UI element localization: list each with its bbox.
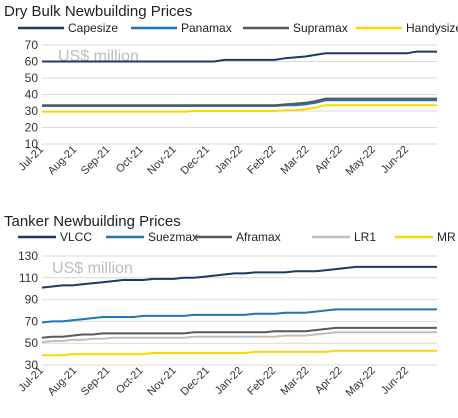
x-tick-label: Apr-22 xyxy=(313,365,345,397)
series-line xyxy=(42,104,437,113)
legend-label: Capesize xyxy=(68,21,118,35)
series-line xyxy=(42,50,437,63)
x-tick-label: Sep-21 xyxy=(79,365,113,399)
x-tick-label: Aug-21 xyxy=(46,365,80,399)
x-tick-label: Dec-21 xyxy=(178,144,212,178)
x-tick-label: Jun-22 xyxy=(379,365,411,397)
unit-label: US$ million xyxy=(52,260,133,277)
x-tick-label: Jun-22 xyxy=(379,144,411,176)
y-tick-label: 110 xyxy=(19,271,38,285)
y-tick-label: 90 xyxy=(25,293,39,307)
x-tick-label: May-22 xyxy=(344,144,378,178)
y-tick-label: 70 xyxy=(25,38,39,52)
x-tick-label: Apr-22 xyxy=(313,144,345,176)
x-tick-label: Oct-21 xyxy=(114,144,146,176)
y-tick-label: 50 xyxy=(25,336,39,350)
x-tick-label: Jan-22 xyxy=(213,144,245,176)
x-tick-label: Oct-21 xyxy=(114,365,146,397)
x-tick-label: May-22 xyxy=(344,365,378,399)
legend-label: LR1 xyxy=(354,230,376,244)
series-line xyxy=(41,331,437,344)
legend-label: Panamax xyxy=(181,21,232,35)
x-tick-label: Feb-22 xyxy=(245,144,278,177)
series-line xyxy=(42,349,437,357)
chart-title: Tanker Newbuilding Prices xyxy=(4,213,181,230)
chart-title: Dry Bulk Newbuilding Prices xyxy=(4,3,192,20)
x-tick-label: Feb-22 xyxy=(245,365,278,398)
x-tick-label: Jan-22 xyxy=(213,365,245,397)
y-tick-label: 20 xyxy=(25,121,39,135)
legend-label: VLCC xyxy=(60,230,92,244)
y-tick-label: 30 xyxy=(25,358,39,372)
x-tick-label: Mar-22 xyxy=(278,144,311,177)
legend-label: Handysize xyxy=(406,21,458,35)
x-tick-label: Aug-21 xyxy=(46,144,80,178)
x-tick-label: Dec-21 xyxy=(178,365,212,399)
x-tick-label: Nov-21 xyxy=(145,365,179,399)
y-tick-label: 70 xyxy=(25,314,39,328)
series-line xyxy=(41,326,437,339)
y-tick-label: 130 xyxy=(18,249,38,263)
legend-label: Supramax xyxy=(293,21,348,35)
series-line xyxy=(41,308,437,324)
y-tick-label: 50 xyxy=(25,71,39,85)
x-tick-label: Nov-21 xyxy=(145,144,179,178)
series-line xyxy=(42,97,437,107)
y-tick-label: 10 xyxy=(25,137,39,151)
series-line xyxy=(41,265,437,289)
x-tick-label: Sep-21 xyxy=(79,144,113,178)
y-tick-label: 30 xyxy=(25,104,39,118)
y-tick-label: 60 xyxy=(25,55,39,69)
x-tick-label: Mar-22 xyxy=(278,365,311,398)
y-tick-label: 40 xyxy=(25,88,39,102)
legend-label: Suezmax xyxy=(148,230,198,244)
legend-label: MR xyxy=(437,230,456,244)
legend-label: Aframax xyxy=(236,230,281,244)
